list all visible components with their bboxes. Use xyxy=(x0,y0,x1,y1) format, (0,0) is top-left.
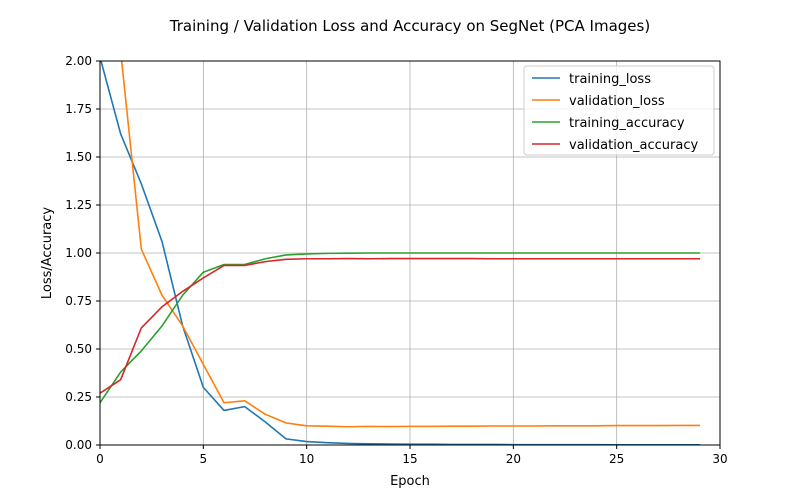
series-line-validation-accuracy xyxy=(100,259,699,394)
series-line-validation-loss xyxy=(100,0,699,427)
legend-label-validation-loss: validation_loss xyxy=(569,94,665,109)
y-tick-label: 0.50 xyxy=(65,342,92,356)
x-tick-label: 20 xyxy=(506,452,521,466)
legend: training_loss validation_loss training_acc… xyxy=(524,66,714,155)
legend-label-training-accuracy: training_accuracy xyxy=(569,116,685,131)
y-tick-label: 2.00 xyxy=(65,54,92,68)
y-tick-label: 1.75 xyxy=(65,102,92,116)
x-tick-label: 30 xyxy=(712,452,727,466)
y-tick-label: 1.50 xyxy=(65,150,92,164)
x-tick-label: 5 xyxy=(200,452,208,466)
legend-label-validation-accuracy: validation_accuracy xyxy=(569,138,698,153)
x-tick-label: 25 xyxy=(609,452,624,466)
x-tick-label: 0 xyxy=(96,452,104,466)
legend-label-training-loss: training_loss xyxy=(569,72,651,87)
x-axis-label: Epoch xyxy=(390,474,430,489)
x-tick-label: 10 xyxy=(299,452,314,466)
y-tick-label: 0.25 xyxy=(65,390,92,404)
series-line-training-accuracy xyxy=(100,253,699,403)
y-tick-label: 1.25 xyxy=(65,198,92,212)
y-axis-label: Loss/Accuracy xyxy=(40,207,55,300)
chart-title: Training / Validation Loss and Accuracy … xyxy=(169,17,650,35)
x-tick-label: 15 xyxy=(402,452,417,466)
y-tick-label: 0.00 xyxy=(65,438,92,452)
y-tick-label: 0.75 xyxy=(65,294,92,308)
y-tick-label: 1.00 xyxy=(65,246,92,260)
